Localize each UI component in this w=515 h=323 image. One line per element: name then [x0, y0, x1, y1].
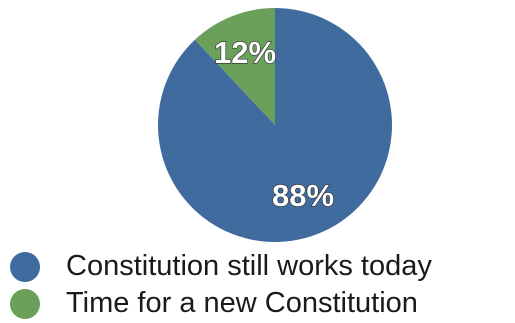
legend-item-constitution-works: Constitution still works today: [10, 248, 515, 285]
legend-item-new-constitution: Time for a new Constitution: [10, 285, 515, 322]
legend-label: Time for a new Constitution: [66, 287, 418, 319]
pie-slice-new-constitution: [194, 8, 275, 125]
legend-swatch-green: [10, 288, 40, 319]
pie-slice-label: 88%: [272, 178, 334, 213]
legend-swatch-blue: [10, 251, 40, 282]
legend-label: Constitution still works today: [66, 250, 432, 282]
chart-legend: Constitution still works today Time for …: [10, 248, 515, 322]
pie-slice-label: 12%: [214, 35, 276, 70]
